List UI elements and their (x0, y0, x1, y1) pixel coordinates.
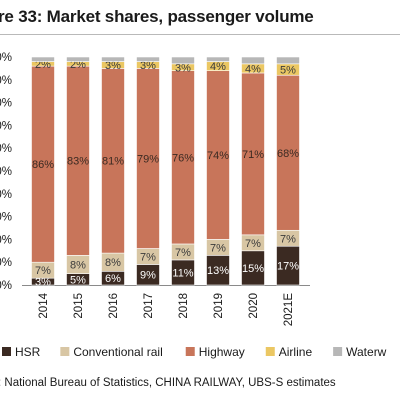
x-tick-label: 2015 (73, 293, 85, 319)
y-tick-label: 0% (0, 52, 12, 64)
data-label: 3% (140, 60, 156, 72)
y-tick-label: 0% (0, 120, 12, 132)
y-tick-label: 0% (0, 75, 12, 87)
data-label: 5% (280, 65, 296, 77)
data-label: 8% (70, 259, 86, 271)
data-label: 71% (242, 149, 264, 161)
data-label: 17% (277, 261, 299, 273)
legend-label: HSR (15, 345, 41, 359)
legend-swatch (60, 347, 70, 356)
y-tick-label: 0% (0, 280, 12, 292)
x-tick-label: 2019 (213, 293, 225, 319)
data-label: 9% (140, 270, 156, 282)
data-label: 15% (242, 263, 264, 275)
data-label: 68% (277, 148, 299, 160)
bar-segment (206, 56, 230, 62)
bar-segment (241, 56, 265, 65)
data-label: 8% (105, 257, 121, 269)
data-label: 74% (207, 150, 229, 162)
bar-segment (171, 56, 195, 65)
data-label: 6% (105, 273, 121, 285)
chart-title: re 33: Market shares, passenger volume (0, 7, 314, 26)
data-label: 4% (245, 63, 261, 75)
x-tick-label: 2016 (108, 293, 120, 319)
data-label: 4% (210, 61, 226, 73)
data-label: 3% (175, 62, 191, 74)
y-tick-label: 0% (0, 189, 12, 201)
legend-swatch (2, 347, 11, 356)
bar-segment (276, 56, 300, 65)
y-tick-label: 0% (0, 257, 12, 269)
legend-label: Airline (279, 345, 313, 359)
bar-segment (136, 56, 160, 62)
data-label: 7% (280, 233, 296, 245)
data-label: 5% (70, 274, 86, 286)
data-label: 7% (245, 238, 261, 250)
x-tick-label: 2017 (143, 293, 155, 319)
y-tick-label: 0% (0, 212, 12, 224)
y-tick-label: 0% (0, 143, 12, 155)
x-tick-label: 2020 (248, 293, 260, 319)
data-label: 7% (35, 265, 51, 277)
data-label: 86% (32, 159, 54, 171)
legend-swatch (265, 347, 275, 356)
y-tick-label: 0% (0, 166, 12, 178)
x-tick-label: 2021E (283, 293, 295, 327)
y-tick-label: 0% (0, 234, 12, 246)
legend-swatch (185, 347, 195, 356)
bar-segment (101, 56, 125, 62)
bar-segment (66, 56, 90, 62)
legend-label: Highway (199, 345, 245, 359)
data-label: 13% (207, 265, 229, 277)
data-label: 83% (67, 156, 89, 168)
legend-label: Conventional rail (73, 345, 162, 359)
bar-segment (31, 56, 55, 62)
source-note: : National Bureau of Statistics, CHINA R… (0, 377, 336, 389)
legend-swatch (333, 347, 343, 356)
data-label: 3% (35, 277, 51, 289)
data-label: 81% (102, 156, 124, 168)
legend-label: Waterw (346, 345, 387, 359)
data-label: 7% (210, 242, 226, 254)
data-label: 76% (172, 152, 194, 164)
data-label: 7% (140, 252, 156, 264)
data-label: 7% (175, 247, 191, 259)
title-divider (0, 34, 400, 35)
data-label: 3% (105, 60, 121, 72)
data-label: 79% (137, 153, 159, 165)
x-tick-label: 2018 (178, 293, 190, 319)
data-label: 11% (172, 267, 193, 279)
x-tick-label: 2014 (38, 292, 50, 318)
y-tick-label: 0% (0, 98, 12, 110)
